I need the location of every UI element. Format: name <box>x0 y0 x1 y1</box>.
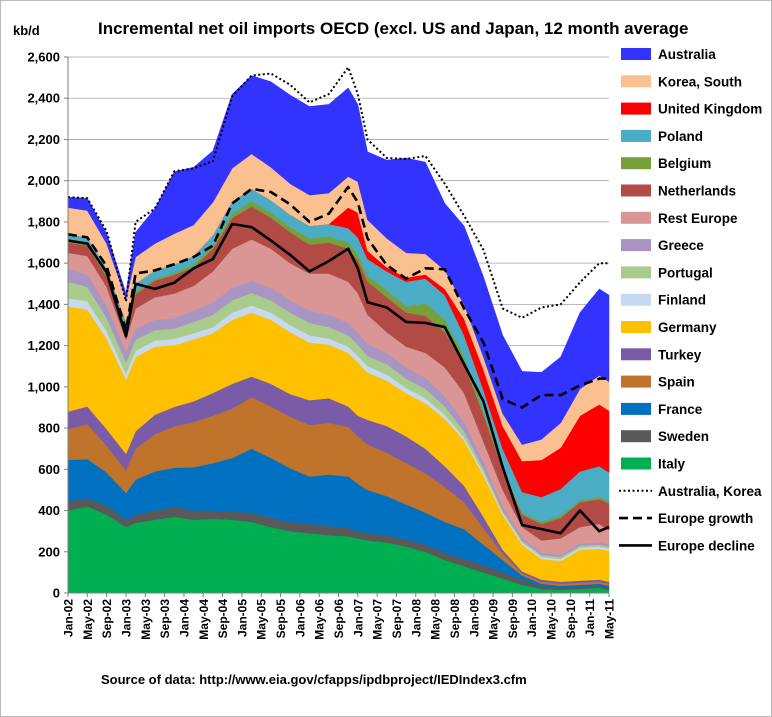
y-tick-label: 1,000 <box>27 379 60 394</box>
x-tick-label: Sep-09 <box>506 599 520 639</box>
legend-swatch-france <box>621 402 651 415</box>
x-tick-label: May-05 <box>255 599 269 640</box>
legend-label-finland: Finland <box>658 293 706 308</box>
x-tick-label: Jan-02 <box>62 599 76 637</box>
y-tick-label: 400 <box>38 503 60 518</box>
chart-title: Incremental net oil imports OECD (excl. … <box>98 19 688 38</box>
x-tick-label: Jan-05 <box>235 599 249 637</box>
x-tick-label: Sep-02 <box>100 599 114 639</box>
x-tick-label: May-02 <box>81 599 95 640</box>
legend-swatch-sweden <box>621 430 651 443</box>
legend-label-belgium: Belgium <box>658 156 711 171</box>
legend-label-italy: Italy <box>658 457 686 472</box>
x-tick-label: Jan-11 <box>583 599 597 637</box>
source-note: Source of data: http://www.eia.gov/cfapp… <box>101 672 527 687</box>
x-tick-label: Sep-08 <box>448 599 462 639</box>
x-tick-label: May-07 <box>371 599 385 640</box>
legend-label-portugal: Portugal <box>658 265 713 280</box>
x-tick-label: Jan-07 <box>351 599 365 637</box>
legend-swatch-italy <box>621 457 651 470</box>
legend: Australia Korea, South United Kingdom Polan… <box>619 47 762 553</box>
x-tick-label: Sep-03 <box>158 599 172 639</box>
legend-label-europe-decline: Europe decline <box>658 538 755 553</box>
stacked-areas <box>67 75 610 594</box>
line-europe-decline <box>67 222 610 535</box>
x-tick-label: May-08 <box>429 599 443 640</box>
legend-label-netherlands: Netherlands <box>658 184 736 199</box>
x-tick-label: Jan-06 <box>293 599 307 637</box>
legend-label-australia-korea: Australia, Korea <box>658 484 762 499</box>
legend-label-sweden: Sweden <box>658 429 709 444</box>
y-tick-label: 0 <box>53 586 60 601</box>
legend-swatch-united-kingdom <box>621 102 651 115</box>
legend-label-australia: Australia <box>658 47 716 62</box>
reference-lines <box>67 66 610 535</box>
x-tick-label: Sep-05 <box>274 599 288 639</box>
y-tick-label: 2,000 <box>27 173 60 188</box>
y-tick-label: 1,400 <box>27 297 60 312</box>
y-tick-label: 800 <box>38 421 60 436</box>
legend-swatch-netherlands <box>621 184 651 197</box>
area-australia <box>67 75 610 445</box>
x-tick-label: May-04 <box>197 599 211 640</box>
y-tick-label: 1,800 <box>27 214 60 229</box>
legend-swatch-belgium <box>621 157 651 170</box>
legend-label-poland: Poland <box>658 129 703 144</box>
y-tick-label: 2,400 <box>27 91 60 106</box>
y-unit-label: kb/d <box>13 23 40 38</box>
legend-label-united-kingdom: United Kingdom <box>658 102 762 117</box>
x-tick-label: May-09 <box>487 599 501 640</box>
x-tick-label: Jan-03 <box>120 599 134 637</box>
x-tick-label: Jan-09 <box>467 599 481 637</box>
legend-swatch-korea-south <box>621 75 651 88</box>
x-tick-label: May-11 <box>603 599 617 639</box>
legend-label-turkey: Turkey <box>658 347 702 362</box>
legend-label-germany: Germany <box>658 320 717 335</box>
legend-label-korea-south: Korea, South <box>658 74 742 89</box>
x-tick-label: Sep-06 <box>332 599 346 639</box>
x-tick-label: Jan-10 <box>525 599 539 637</box>
legend-swatch-germany <box>621 321 651 333</box>
y-tick-label: 2,600 <box>27 50 60 65</box>
legend-swatch-spain <box>621 375 651 388</box>
x-tick-label: Sep-07 <box>390 599 404 639</box>
x-tick-label: Sep-04 <box>216 599 230 639</box>
y-tick-label: 200 <box>38 544 60 559</box>
y-tick-label: 2,200 <box>27 132 60 147</box>
legend-swatch-poland <box>621 129 651 142</box>
legend-swatch-greece <box>621 239 651 252</box>
y-tick-label: 1,200 <box>27 338 60 353</box>
legend-label-greece: Greece <box>658 238 704 253</box>
x-tick-label: Jan-04 <box>177 599 191 637</box>
legend-swatch-finland <box>621 293 651 306</box>
legend-swatch-portugal <box>621 266 651 279</box>
x-tick-label: Sep-10 <box>564 599 578 639</box>
x-tick-label: May-10 <box>545 599 559 640</box>
legend-label-spain: Spain <box>658 375 695 390</box>
x-tick-label: May-03 <box>139 599 153 640</box>
legend-swatch-rest-europe <box>621 211 651 224</box>
y-tick-label: 1,600 <box>27 256 60 271</box>
legend-label-rest-europe: Rest Europe <box>658 211 738 226</box>
axes: 0 200 400 600 800 1,000 1,200 1,400 1,600 1,800 2,… <box>27 50 616 640</box>
legend-swatch-australia <box>621 48 651 60</box>
x-tick-label: May-06 <box>313 599 327 640</box>
x-tick-label: Jan-08 <box>409 599 423 637</box>
legend-label-france: France <box>658 402 703 417</box>
y-tick-label: 600 <box>38 462 60 477</box>
legend-label-europe-growth: Europe growth <box>658 511 753 526</box>
line-europe-growth <box>67 185 609 409</box>
legend-swatch-turkey <box>621 348 651 361</box>
